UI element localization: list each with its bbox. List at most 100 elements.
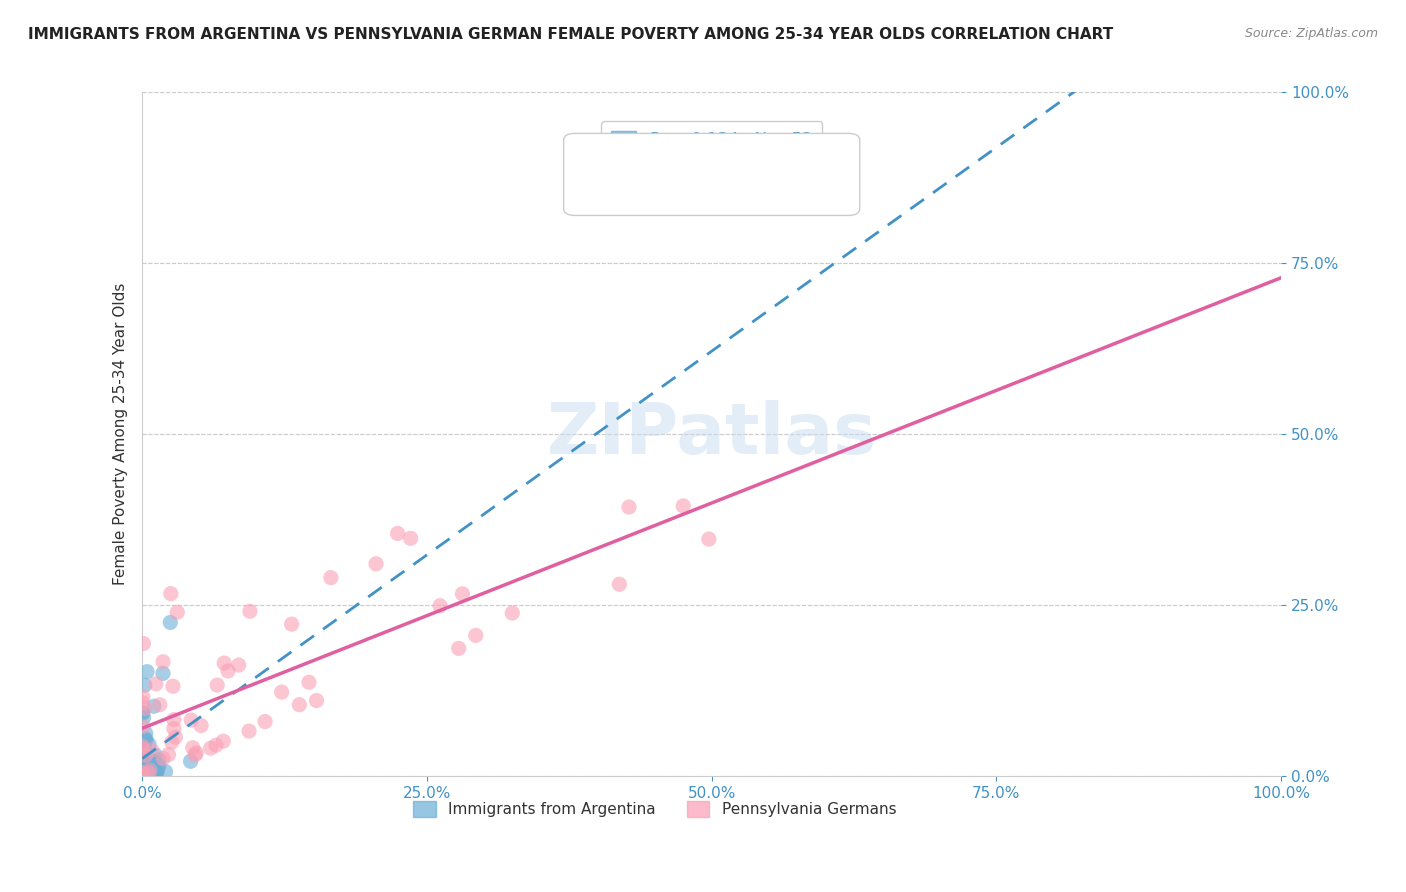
Point xyxy=(143,747,166,762)
Point xyxy=(139,767,162,781)
Point xyxy=(159,615,181,630)
Point xyxy=(155,764,177,779)
Point xyxy=(672,499,695,513)
Point xyxy=(132,758,155,772)
Point xyxy=(131,767,153,781)
Point xyxy=(217,664,239,678)
Point xyxy=(288,698,311,712)
Point xyxy=(697,532,720,546)
Point xyxy=(447,641,470,656)
Point xyxy=(159,587,181,601)
Point xyxy=(132,769,155,783)
Point xyxy=(152,751,174,765)
Point xyxy=(205,678,228,692)
Point xyxy=(148,758,170,772)
Point xyxy=(399,531,422,545)
Point xyxy=(152,666,174,681)
Point xyxy=(162,679,184,693)
Point xyxy=(131,739,153,753)
Point xyxy=(319,571,342,585)
Point xyxy=(131,765,153,780)
Point xyxy=(135,726,157,740)
Point xyxy=(131,765,153,780)
Point xyxy=(131,769,153,783)
Point xyxy=(138,768,160,782)
Point xyxy=(131,767,153,781)
Point xyxy=(132,768,155,782)
Point xyxy=(131,742,153,756)
Point xyxy=(157,747,180,762)
Point xyxy=(270,685,292,699)
Point xyxy=(134,751,156,765)
Point xyxy=(387,526,409,541)
Point xyxy=(364,557,387,571)
Point xyxy=(186,746,208,760)
Point xyxy=(131,741,153,756)
Point xyxy=(617,500,640,514)
Point xyxy=(138,763,160,777)
Point xyxy=(132,711,155,725)
Legend: Immigrants from Argentina, Pennsylvania Germans: Immigrants from Argentina, Pennsylvania … xyxy=(408,795,903,823)
Point xyxy=(205,738,228,752)
Point xyxy=(139,763,162,777)
Point xyxy=(148,753,170,767)
Y-axis label: Female Poverty Among 25-34 Year Olds: Female Poverty Among 25-34 Year Olds xyxy=(114,283,128,585)
Point xyxy=(143,765,166,780)
Point xyxy=(146,761,169,775)
Point xyxy=(165,730,187,744)
Point xyxy=(132,636,155,650)
Point xyxy=(135,731,157,746)
Point xyxy=(145,765,167,780)
Point xyxy=(280,617,302,632)
Point xyxy=(135,764,157,779)
Point xyxy=(609,577,631,591)
Point xyxy=(131,754,153,768)
Point xyxy=(212,656,235,670)
FancyBboxPatch shape xyxy=(564,134,859,216)
Point xyxy=(132,720,155,734)
Point xyxy=(212,734,235,748)
Point xyxy=(228,658,250,673)
Point xyxy=(139,754,162,768)
Point xyxy=(146,764,169,779)
Point xyxy=(142,764,165,779)
Point xyxy=(163,722,186,736)
Point xyxy=(136,665,159,679)
Point xyxy=(135,748,157,763)
Point xyxy=(200,741,222,756)
Point xyxy=(184,747,207,762)
Point xyxy=(134,701,156,715)
Point xyxy=(138,763,160,777)
Point xyxy=(141,743,163,757)
Point xyxy=(132,768,155,782)
Point xyxy=(180,754,202,768)
Point xyxy=(238,724,260,739)
Text: IMMIGRANTS FROM ARGENTINA VS PENNSYLVANIA GERMAN FEMALE POVERTY AMONG 25-34 YEAR: IMMIGRANTS FROM ARGENTINA VS PENNSYLVANI… xyxy=(28,27,1114,42)
Point xyxy=(132,690,155,704)
Point xyxy=(180,713,202,727)
Point xyxy=(139,764,162,778)
Point xyxy=(190,718,212,732)
Point xyxy=(134,769,156,783)
Point xyxy=(131,706,153,720)
Point xyxy=(132,761,155,775)
Point xyxy=(131,765,153,780)
Point xyxy=(136,768,159,782)
Text: Source: ZipAtlas.com: Source: ZipAtlas.com xyxy=(1244,27,1378,40)
Point xyxy=(254,714,277,729)
Point xyxy=(166,605,188,619)
Point xyxy=(131,756,153,770)
Point xyxy=(134,678,156,692)
Point xyxy=(136,759,159,773)
Point xyxy=(501,606,523,620)
Point xyxy=(464,628,486,642)
Point xyxy=(145,677,167,691)
Point xyxy=(163,713,186,727)
Point xyxy=(136,766,159,780)
Point xyxy=(139,764,162,778)
Point xyxy=(143,755,166,769)
Point xyxy=(181,740,204,755)
Point xyxy=(135,733,157,747)
Point xyxy=(451,587,474,601)
Point xyxy=(429,599,451,613)
